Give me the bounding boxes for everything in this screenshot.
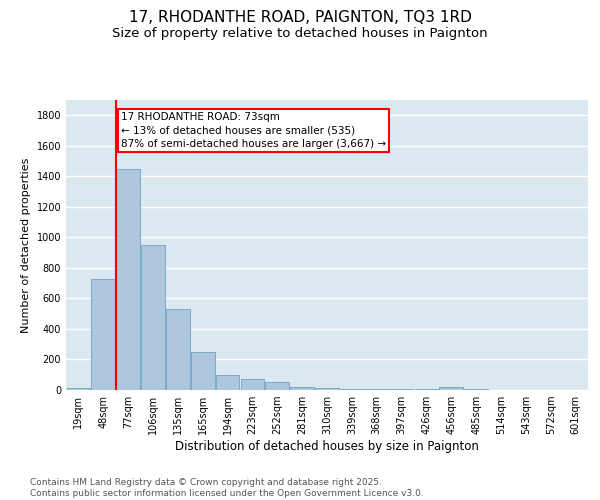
Y-axis label: Number of detached properties: Number of detached properties [21,158,31,332]
Bar [191,352,215,390]
Text: Contains HM Land Registry data © Crown copyright and database right 2025.
Contai: Contains HM Land Registry data © Crown c… [30,478,424,498]
Bar [116,168,140,390]
X-axis label: Distribution of detached houses by size in Paignton: Distribution of detached houses by size … [175,440,479,453]
Bar [241,378,264,390]
Bar [141,245,165,390]
Text: Size of property relative to detached houses in Paignton: Size of property relative to detached ho… [112,28,488,40]
Text: 17, RHODANTHE ROAD, PAIGNTON, TQ3 1RD: 17, RHODANTHE ROAD, PAIGNTON, TQ3 1RD [128,10,472,25]
Bar [290,387,314,390]
Bar [315,388,339,390]
Bar [91,278,115,390]
Bar [464,389,488,390]
Text: 17 RHODANTHE ROAD: 73sqm
← 13% of detached houses are smaller (535)
87% of semi-: 17 RHODANTHE ROAD: 73sqm ← 13% of detach… [121,112,386,148]
Bar [340,389,364,390]
Bar [390,389,413,390]
Bar [415,389,438,390]
Bar [216,374,239,390]
Bar [166,309,190,390]
Bar [265,382,289,390]
Bar [67,388,90,390]
Bar [439,387,463,390]
Bar [365,389,389,390]
